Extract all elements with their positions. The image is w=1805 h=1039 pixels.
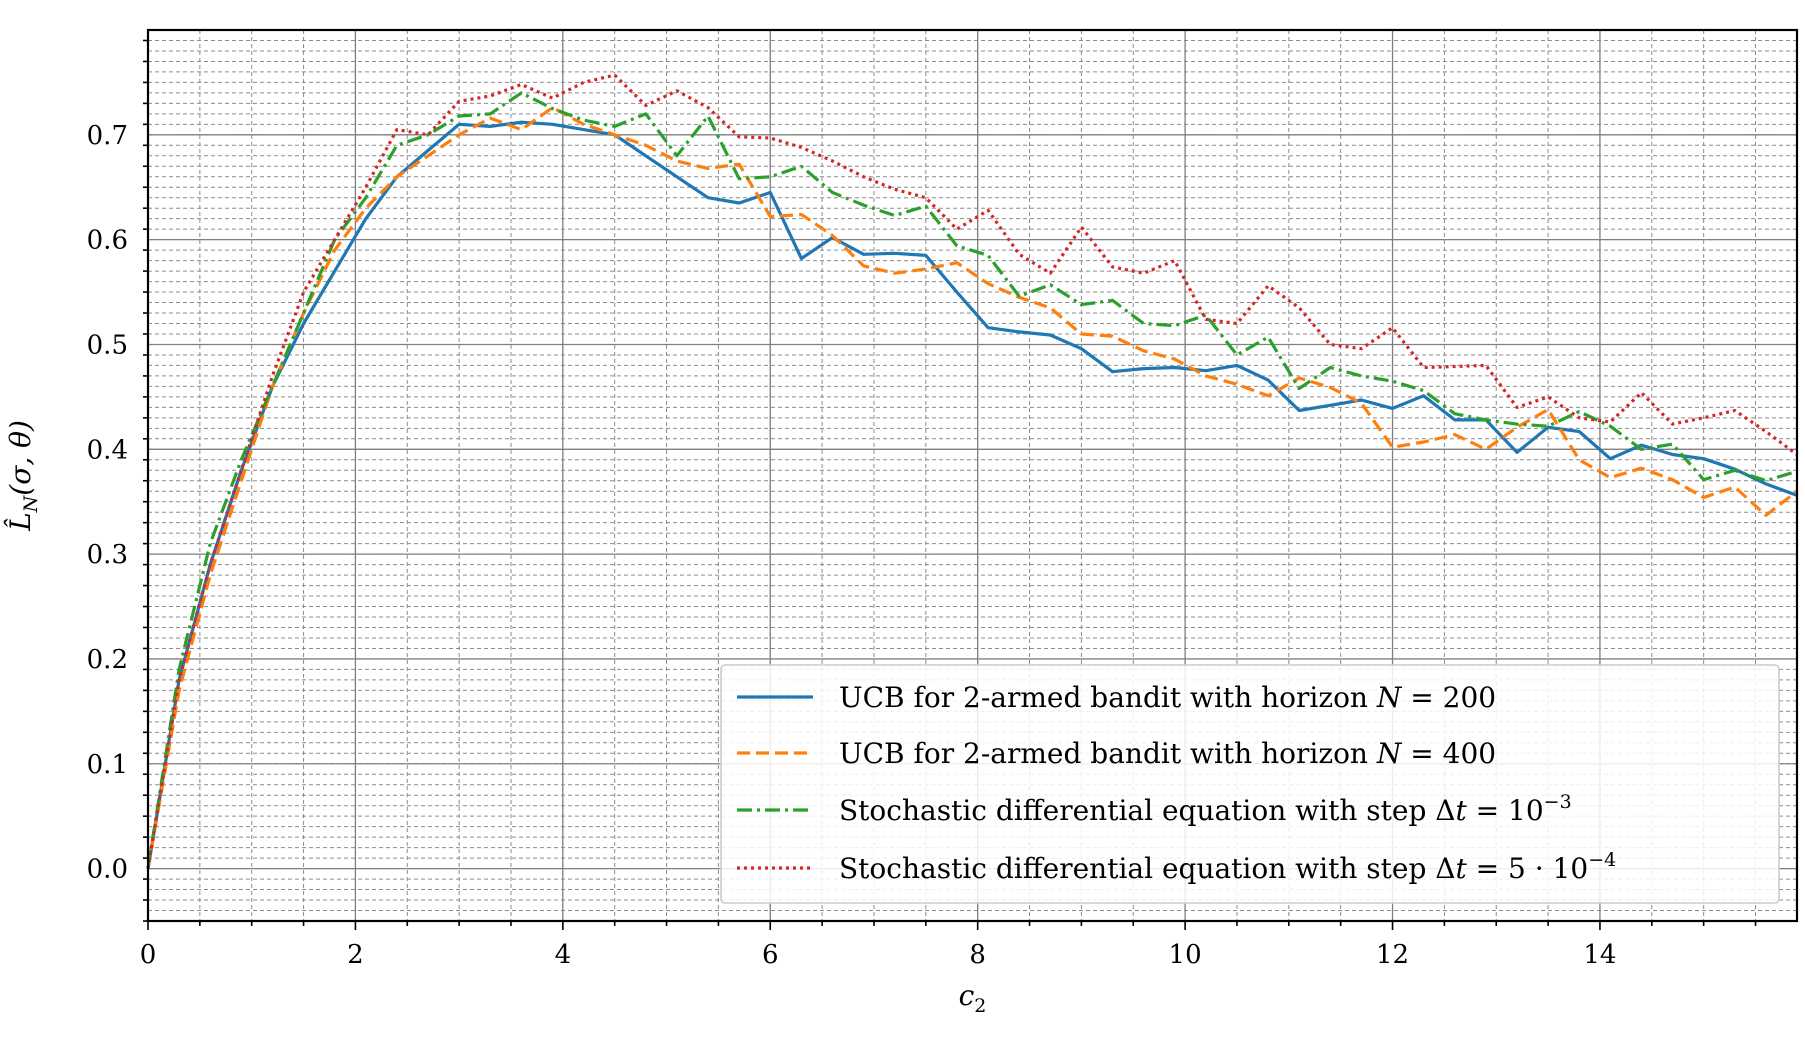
legend-items: UCB for 2-armed bandit with horizon N = … [737, 681, 1616, 885]
axis-ticks [143, 39, 1757, 930]
y-tick-label: 0.4 [87, 435, 128, 465]
tick-labels: 0 2 4 6 8 10 12 14 0.0 0.1 0.2 0.3 0.4 0.5 0.6 0.7 [87, 121, 1617, 970]
x-tick-label: 12 [1376, 940, 1409, 970]
y-axis-label-rest: (σ, θ) [4, 420, 37, 496]
y-axis-label-sub: N [20, 494, 42, 513]
x-tick-label: 14 [1583, 940, 1616, 970]
series-line-3 [146, 91, 1798, 869]
x-tick-label: 2 [347, 940, 364, 970]
x-axis-label: c2 [959, 979, 987, 1017]
legend-entry-3: Stochastic differential equation with st… [839, 791, 1572, 827]
y-tick-label: 0.5 [87, 330, 128, 360]
x-axis-label-sub: 2 [974, 995, 986, 1017]
y-tick-label: 0.7 [87, 121, 128, 151]
x-axis-label-main: c [959, 979, 975, 1012]
legend-entry-1: UCB for 2-armed bandit with horizon N = … [839, 681, 1496, 714]
x-tick-label: 6 [762, 940, 779, 970]
y-axis-label: L̂N(σ, θ) [4, 420, 42, 532]
y-tick-label: 0.0 [87, 855, 128, 885]
legend-entry-2: UCB for 2-armed bandit with horizon N = … [839, 737, 1496, 770]
y-tick-label: 0.2 [87, 645, 128, 675]
legend: UCB for 2-armed bandit with horizon N = … [720, 664, 1780, 904]
legend-box [720, 664, 1780, 904]
x-tick-label: 10 [1169, 940, 1202, 970]
x-tick-label: 0 [140, 940, 157, 970]
x-tick-label: 4 [555, 940, 572, 970]
series-line-2 [146, 105, 1798, 869]
legend-entry-4: Stochastic differential equation with st… [839, 849, 1616, 885]
y-tick-label: 0.6 [87, 226, 128, 256]
y-tick-label: 0.3 [87, 540, 128, 570]
y-tick-label: 0.1 [87, 750, 128, 780]
x-tick-label: 8 [969, 940, 986, 970]
series-layer [146, 73, 1798, 869]
plot-frame [146, 28, 1799, 923]
series-line-1 [146, 120, 1798, 869]
series-line-4 [146, 73, 1798, 869]
y-axis-label-main: L̂ [4, 512, 37, 532]
